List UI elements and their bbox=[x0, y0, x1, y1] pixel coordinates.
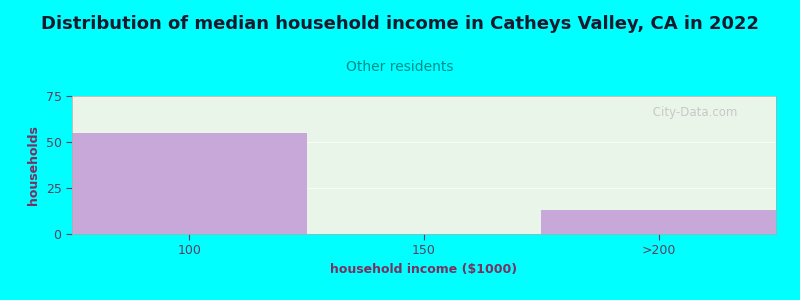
Text: City-Data.com: City-Data.com bbox=[650, 106, 738, 119]
Y-axis label: households: households bbox=[27, 125, 40, 205]
X-axis label: household income ($1000): household income ($1000) bbox=[330, 263, 518, 276]
Text: Distribution of median household income in Catheys Valley, CA in 2022: Distribution of median household income … bbox=[41, 15, 759, 33]
Bar bbox=[72, 133, 306, 234]
Bar bbox=[542, 210, 776, 234]
Text: Other residents: Other residents bbox=[346, 60, 454, 74]
